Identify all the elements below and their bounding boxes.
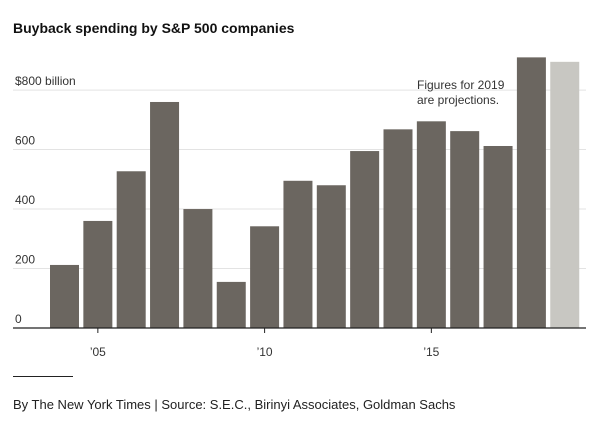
bar <box>116 171 146 328</box>
footer-rule <box>13 376 73 377</box>
x-tick-label: ’10 <box>257 345 273 359</box>
y-tick-label: 400 <box>15 193 35 207</box>
bar <box>50 264 79 328</box>
bar <box>150 101 180 328</box>
bar <box>183 209 213 328</box>
chart-title: Buyback spending by S&P 500 companies <box>13 20 295 36</box>
y-tick-label: 0 <box>15 312 22 326</box>
bar <box>516 57 546 329</box>
bar <box>83 220 113 328</box>
projection-note-line: are projections. <box>417 93 499 107</box>
bar <box>450 131 480 328</box>
bar <box>483 145 513 328</box>
bar <box>250 226 280 328</box>
source-credit: By The New York Times | Source: S.E.C., … <box>13 397 456 412</box>
y-tick-label: 200 <box>15 253 35 267</box>
x-tick-label: ’15 <box>423 345 439 359</box>
bar <box>283 180 313 328</box>
bar <box>316 185 346 328</box>
bar <box>416 121 446 328</box>
y-tick-label: $800 billion <box>15 74 76 88</box>
x-tick-label: ’05 <box>90 345 106 359</box>
projection-note: Figures for 2019 are projections. <box>417 78 505 107</box>
bar <box>383 129 413 328</box>
bar-projected <box>550 61 580 328</box>
projection-note-line: Figures for 2019 <box>417 78 505 92</box>
bar <box>216 281 246 328</box>
bar <box>350 151 380 328</box>
y-tick-label: 600 <box>15 134 35 148</box>
